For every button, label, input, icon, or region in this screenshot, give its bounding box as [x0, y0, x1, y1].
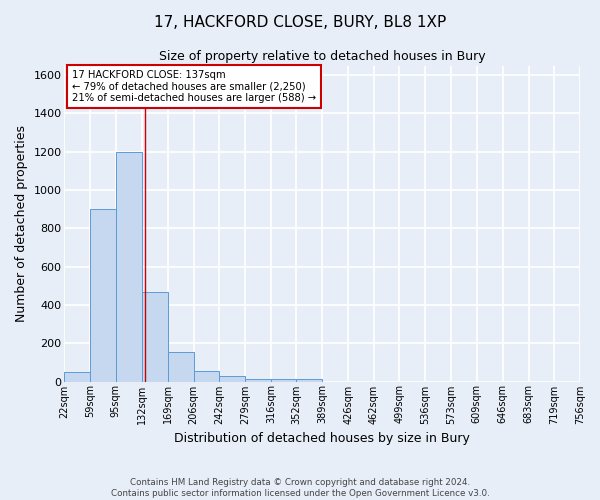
Bar [64, 372, 91, 382]
Bar [168, 352, 194, 382]
Y-axis label: Number of detached properties: Number of detached properties [15, 125, 28, 322]
Title: Size of property relative to detached houses in Bury: Size of property relative to detached ho… [159, 50, 485, 63]
Bar [116, 152, 142, 382]
Bar [194, 371, 219, 382]
Bar [245, 378, 271, 382]
Bar [91, 209, 116, 382]
Bar [219, 376, 245, 382]
Text: 17 HACKFORD CLOSE: 137sqm
← 79% of detached houses are smaller (2,250)
21% of se: 17 HACKFORD CLOSE: 137sqm ← 79% of detac… [72, 70, 316, 104]
Bar [271, 379, 296, 382]
Bar [142, 292, 168, 382]
Text: 17, HACKFORD CLOSE, BURY, BL8 1XP: 17, HACKFORD CLOSE, BURY, BL8 1XP [154, 15, 446, 30]
Text: Contains HM Land Registry data © Crown copyright and database right 2024.
Contai: Contains HM Land Registry data © Crown c… [110, 478, 490, 498]
X-axis label: Distribution of detached houses by size in Bury: Distribution of detached houses by size … [174, 432, 470, 445]
Bar [296, 379, 322, 382]
